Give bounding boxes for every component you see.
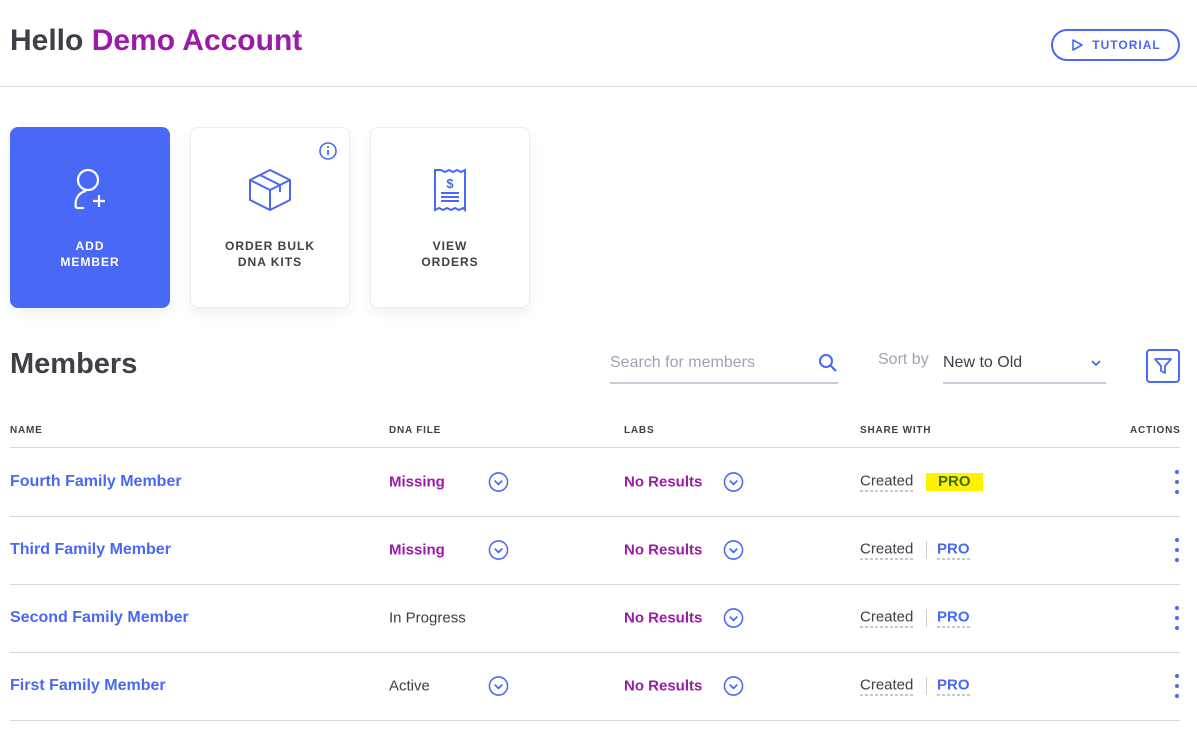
table-row: Third Family Member Missing No Results C… bbox=[0, 516, 1197, 584]
more-actions-icon[interactable] bbox=[1172, 538, 1182, 562]
share-created-link[interactable]: Created bbox=[860, 540, 914, 560]
column-header-labs: LABS bbox=[624, 425, 655, 436]
separator bbox=[926, 677, 927, 695]
filter-icon bbox=[1154, 358, 1172, 374]
more-actions-icon[interactable] bbox=[1172, 470, 1182, 494]
divider bbox=[10, 652, 1180, 653]
member-name-link[interactable]: Third Family Member bbox=[10, 541, 171, 558]
table-row: First Family Member Active No Results Cr… bbox=[0, 652, 1197, 720]
add-member-card[interactable]: ADD MEMBER bbox=[10, 127, 170, 308]
column-header-share-with: SHARE WITH bbox=[860, 425, 932, 436]
tutorial-label: TUTORIAL bbox=[1092, 38, 1161, 52]
pro-share-link[interactable]: PRO bbox=[926, 473, 983, 491]
page-title: Hello Demo Account bbox=[10, 24, 302, 58]
labs-status: No Results bbox=[624, 473, 703, 491]
search-field bbox=[610, 344, 838, 384]
table-row: Fourth Family Member Missing No Results … bbox=[0, 448, 1197, 516]
chevron-down-circle-icon[interactable] bbox=[488, 472, 509, 493]
dna-file-status: Missing bbox=[389, 473, 445, 491]
greeting: Hello bbox=[10, 24, 84, 57]
card-label: ORDERS bbox=[421, 255, 479, 269]
more-actions-icon[interactable] bbox=[1172, 606, 1182, 630]
labs-status: No Results bbox=[624, 677, 703, 695]
share-created-link[interactable]: Created bbox=[860, 676, 914, 696]
card-label: ORDER BULK bbox=[225, 239, 315, 253]
divider bbox=[10, 584, 1180, 585]
chevron-down-circle-icon[interactable] bbox=[723, 608, 744, 629]
add-user-icon bbox=[74, 168, 105, 210]
divider bbox=[10, 516, 1180, 517]
table-row: Second Family Member In Progress No Resu… bbox=[0, 584, 1197, 652]
svg-text:$: $ bbox=[446, 176, 454, 191]
separator bbox=[926, 541, 927, 559]
member-name-link[interactable]: First Family Member bbox=[10, 677, 166, 694]
tutorial-button[interactable]: TUTORIAL bbox=[1051, 29, 1180, 61]
dna-file-status: Active bbox=[389, 677, 430, 695]
info-icon[interactable] bbox=[318, 141, 338, 161]
search-icon[interactable] bbox=[818, 353, 838, 373]
card-label: DNA KITS bbox=[237, 255, 303, 269]
pro-share-link[interactable]: PRO bbox=[937, 540, 970, 560]
member-name-link[interactable]: Second Family Member bbox=[10, 609, 189, 626]
sort-label: Sort by bbox=[878, 351, 929, 368]
share-created-link[interactable]: Created bbox=[860, 608, 914, 628]
chevron-down-circle-icon[interactable] bbox=[723, 472, 744, 493]
dna-file-status: In Progress bbox=[389, 609, 466, 627]
sort-value: New to Old bbox=[943, 354, 1023, 371]
card-label: ADD bbox=[75, 239, 105, 253]
chevron-down-circle-icon[interactable] bbox=[488, 676, 509, 697]
chevron-down-icon bbox=[1091, 360, 1101, 367]
chevron-down-circle-icon[interactable] bbox=[723, 540, 744, 561]
filter-button[interactable] bbox=[1146, 349, 1180, 383]
share-created-link[interactable]: Created bbox=[860, 472, 914, 492]
receipt-icon: $ bbox=[434, 168, 466, 212]
column-header-name: NAME bbox=[10, 425, 43, 436]
column-header-actions: ACTIONS bbox=[1130, 425, 1181, 436]
divider bbox=[10, 447, 1180, 448]
labs-status: No Results bbox=[624, 541, 703, 559]
chevron-down-circle-icon[interactable] bbox=[723, 676, 744, 697]
pro-share-link[interactable]: PRO bbox=[937, 608, 970, 628]
chevron-down-circle-icon[interactable] bbox=[488, 540, 509, 561]
play-icon bbox=[1072, 39, 1084, 51]
order-bulk-dna-kits-card[interactable]: ORDER BULK DNA KITS bbox=[190, 127, 350, 308]
box-icon bbox=[249, 169, 291, 211]
dna-file-status: Missing bbox=[389, 541, 445, 559]
account-name: Demo Account bbox=[91, 24, 303, 57]
column-header-dna-file: DNA FILE bbox=[389, 425, 442, 436]
sort-select[interactable]: New to Old bbox=[943, 344, 1106, 384]
members-heading: Members bbox=[10, 348, 138, 380]
card-label: MEMBER bbox=[60, 255, 120, 269]
pro-share-link[interactable]: PRO bbox=[937, 676, 970, 696]
card-label: VIEW bbox=[432, 239, 468, 253]
labs-status: No Results bbox=[624, 609, 703, 627]
view-orders-card[interactable]: $ VIEW ORDERS bbox=[370, 127, 530, 308]
more-actions-icon[interactable] bbox=[1172, 674, 1182, 698]
member-name-link[interactable]: Fourth Family Member bbox=[10, 473, 182, 490]
divider bbox=[0, 86, 1197, 87]
divider bbox=[10, 720, 1180, 721]
search-input[interactable] bbox=[610, 354, 800, 372]
separator bbox=[926, 609, 927, 627]
